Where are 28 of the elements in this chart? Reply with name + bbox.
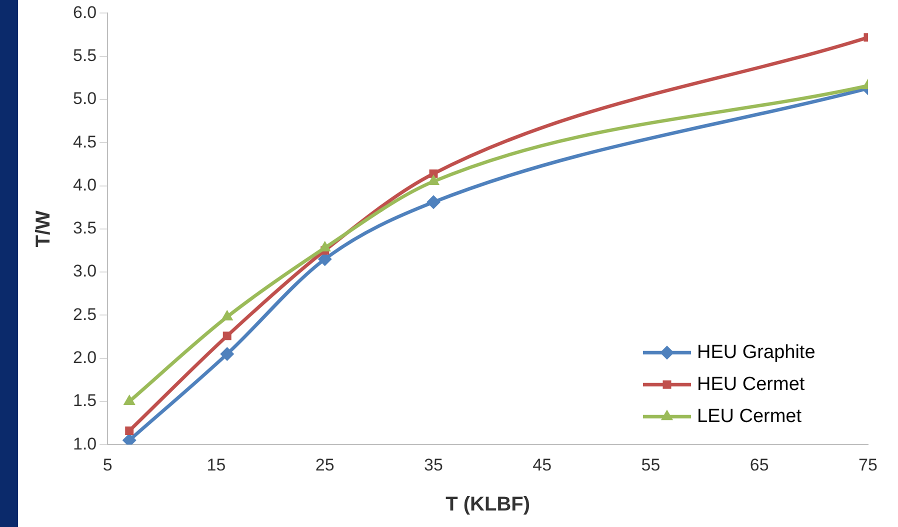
y-tick-label: 1.5 [72, 391, 97, 410]
y-tick-label: 2.5 [72, 304, 97, 324]
y-tick-label: 3.5 [72, 218, 97, 238]
x-tick-label: 65 [750, 455, 769, 474]
y-tick-label: 6.0 [72, 2, 97, 22]
point [125, 426, 134, 436]
y-tick-label: 3.0 [72, 262, 97, 281]
y-tick-label: 2.0 [72, 348, 97, 368]
legend-label: HEU Graphite [697, 342, 816, 363]
x-tick-label: 55 [641, 455, 660, 474]
x-tick-label: 15 [206, 455, 226, 474]
legend-label: LEU Cermet [697, 406, 802, 427]
y-tick-label: 4.0 [72, 175, 97, 194]
y-tick-label: 4.5 [72, 132, 97, 152]
y-tick-label: 1.0 [72, 434, 97, 454]
x-tick-label: 25 [315, 455, 334, 474]
y-tick-label: 5.0 [72, 89, 97, 108]
y-axis-title: T/W [32, 210, 55, 248]
point [220, 347, 234, 362]
x-tick-label: 35 [424, 455, 443, 474]
x-tick-label: 45 [532, 455, 552, 474]
point [222, 332, 232, 340]
legend-label: HEU Cermet [697, 374, 806, 395]
x-axis-title: T (KLBF) [446, 494, 530, 516]
x-tick-label: 5 [102, 455, 112, 474]
y-tick-label: 5.5 [72, 46, 97, 66]
point [426, 195, 441, 210]
x-tick-label: 75 [858, 455, 878, 474]
